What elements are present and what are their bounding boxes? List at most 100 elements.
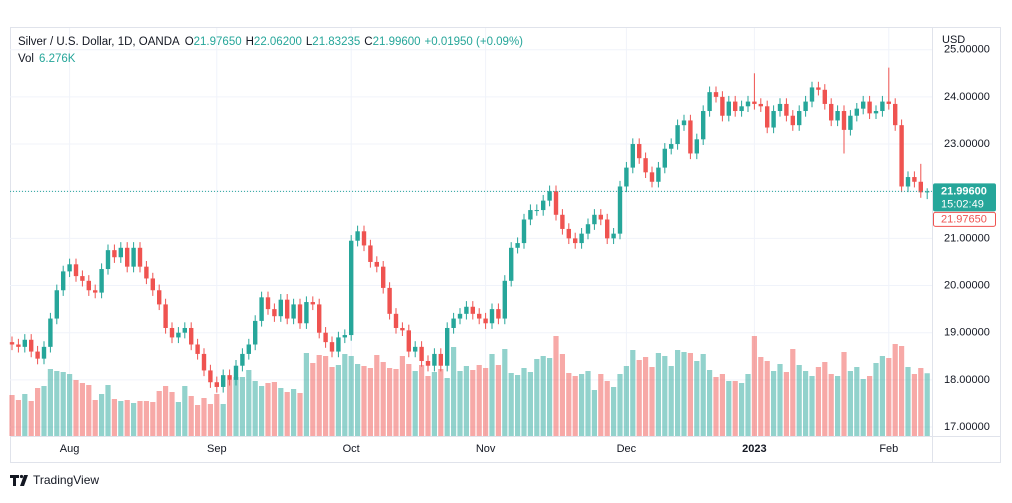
volume-bar (361, 366, 367, 436)
volume-bar (15, 400, 21, 436)
candle-body (893, 103, 898, 126)
volume-bar (355, 364, 361, 436)
countdown-label: 15:02:49 (941, 198, 984, 210)
volume-bar (623, 366, 629, 436)
volume-bar (572, 376, 578, 436)
candle-body (681, 120, 687, 126)
currency: USD (942, 34, 965, 46)
last-price-label: 21.99600 (941, 185, 987, 197)
volume-bar (489, 354, 495, 436)
candle-body (829, 103, 834, 121)
volume-bar (591, 390, 597, 436)
volume-bar (387, 368, 393, 436)
volume-bar (611, 387, 617, 436)
price-axis: 17.00000 18.00000 19.00000 20.00000 21.00000… (944, 44, 990, 433)
volume-bar (854, 367, 860, 436)
volume-bar (745, 374, 751, 436)
volume-bar (323, 356, 329, 436)
volume-bar (867, 376, 873, 436)
volume-bar (118, 401, 124, 436)
candle-body (381, 266, 386, 288)
volume-bar (105, 385, 111, 436)
candle-body (752, 101, 757, 104)
volume-bar (86, 385, 92, 436)
candle-body (189, 327, 194, 345)
volume-bar (598, 374, 604, 436)
legend-line: Silver / U.S. Dollar, 1D, OANDA O21.97650… (18, 36, 523, 48)
volume-bar (175, 402, 181, 436)
candle-body (579, 233, 584, 244)
candle-body (886, 101, 891, 104)
logo-dot (19, 474, 24, 479)
candle-body (227, 375, 232, 380)
volume-legend: Vol 6.276K (18, 53, 76, 65)
volume-bar (99, 394, 105, 436)
candle-body (22, 339, 27, 347)
candle-body (873, 111, 879, 114)
candle-body (182, 327, 187, 333)
volume-bar (534, 359, 540, 436)
candle-body (99, 269, 104, 293)
volume-bar (841, 352, 847, 436)
volume-bar (79, 383, 85, 436)
volume-value: 6.276K (39, 53, 76, 65)
volume-bar (483, 368, 489, 436)
volume-bar (310, 363, 316, 436)
candle-body (112, 250, 117, 258)
open-price-label: 21.97650 (941, 213, 987, 225)
volume-bar (553, 336, 559, 436)
open-price-box (933, 211, 996, 227)
volume-bar (751, 336, 757, 436)
ohlc-value: 21.97650 (194, 36, 242, 48)
candle-body (425, 361, 431, 366)
ohlc-value: 22.06200 (254, 36, 302, 48)
volume-bar (35, 388, 41, 436)
candle-body (105, 250, 111, 270)
volume-bar (124, 400, 130, 436)
candle-body (925, 191, 930, 193)
candle-body (387, 287, 392, 314)
volume-bar (649, 367, 655, 436)
volume-bar (643, 357, 649, 436)
candle-body (777, 103, 783, 112)
candle-body (553, 191, 559, 215)
volume-bar (924, 373, 930, 436)
candle-body (291, 304, 296, 319)
candle-body (368, 245, 373, 262)
volume-bar (41, 386, 47, 436)
volume-bar (259, 386, 265, 436)
candle-body (694, 139, 699, 154)
volume-bar (508, 373, 514, 436)
candle-body (265, 297, 271, 310)
volume-bar (419, 365, 425, 436)
volume-bar (899, 346, 905, 436)
candle-body (573, 238, 578, 244)
candle-body (118, 247, 123, 258)
candle-body (374, 261, 379, 267)
volume-bar (681, 352, 687, 436)
volume-key: Vol (18, 53, 34, 65)
volume-bar (227, 380, 233, 436)
candle-body (643, 158, 648, 173)
volume-bar (719, 374, 725, 436)
volume-bar (143, 401, 149, 436)
candle-body (29, 339, 34, 352)
time-axis: Aug Sep Oct Nov Dec 2023 Feb (60, 443, 898, 455)
volume-bar (444, 378, 450, 436)
volume-bar (438, 369, 444, 436)
ohlc-key: C (364, 36, 372, 48)
candle-body (9, 342, 15, 345)
volume-bar (815, 367, 821, 436)
candle-body (406, 330, 411, 352)
candle-body (285, 299, 290, 319)
volume-bar (604, 381, 610, 436)
candle-body (169, 327, 175, 338)
volume-bar (476, 365, 482, 436)
volume-bar (220, 404, 226, 436)
candle-body (509, 247, 514, 281)
volume-bar (195, 405, 201, 436)
candle-body (880, 101, 885, 112)
y-tick-label: 20.00000 (944, 279, 990, 291)
candle-body (816, 87, 821, 90)
volume-bar (687, 353, 693, 436)
